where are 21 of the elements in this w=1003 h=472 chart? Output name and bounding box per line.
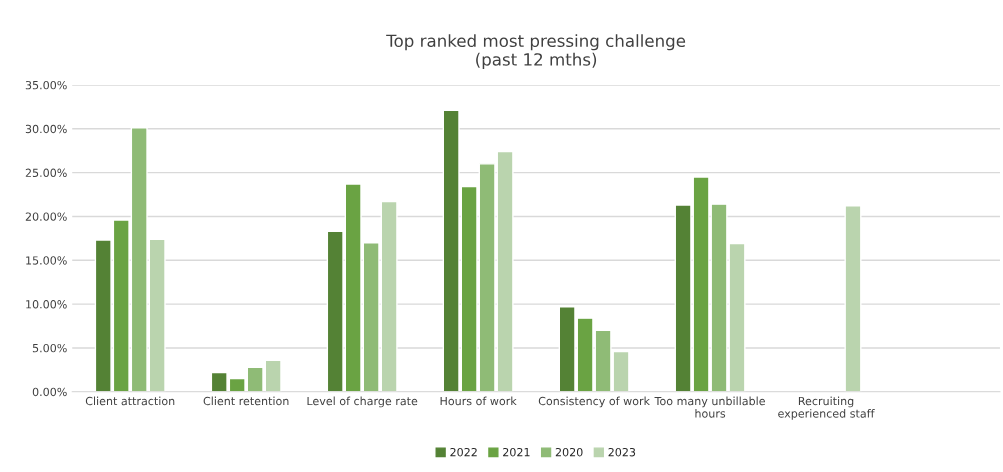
y-tick-label: 0.00% bbox=[32, 387, 67, 397]
legend-label: 2022 bbox=[450, 447, 477, 457]
y-tick-label: 20.00% bbox=[25, 212, 67, 221]
y-tick-label: 10.00% bbox=[26, 300, 67, 309]
bar bbox=[844, 205, 862, 392]
chart-title: Top ranked most pressing challenge (past 12 mths) bbox=[386, 34, 686, 69]
y-tick-label: 25.00% bbox=[25, 168, 67, 177]
legend-label: 2020 bbox=[555, 447, 583, 457]
x-tick-label: Recruiting experienced staff bbox=[778, 396, 875, 420]
x-tick-label: Level of charge rate bbox=[307, 396, 418, 408]
x-tick-label: Client attraction bbox=[85, 396, 175, 406]
legend-label: 2023 bbox=[608, 447, 636, 457]
y-tick-label: 15.00% bbox=[26, 256, 67, 265]
x-tick-label: Too many unbillable hours bbox=[654, 396, 765, 418]
y-tick-label: 5.00% bbox=[32, 343, 67, 353]
legend-label: 2021 bbox=[503, 447, 530, 457]
x-tick-label: Hours of work bbox=[440, 396, 517, 406]
x-tick-label: Consistency of work bbox=[538, 396, 650, 408]
x-tick-label: Client retention bbox=[203, 396, 289, 406]
y-tick-label: 30.00% bbox=[25, 124, 67, 134]
y-tick-label: 35.00% bbox=[25, 80, 67, 90]
